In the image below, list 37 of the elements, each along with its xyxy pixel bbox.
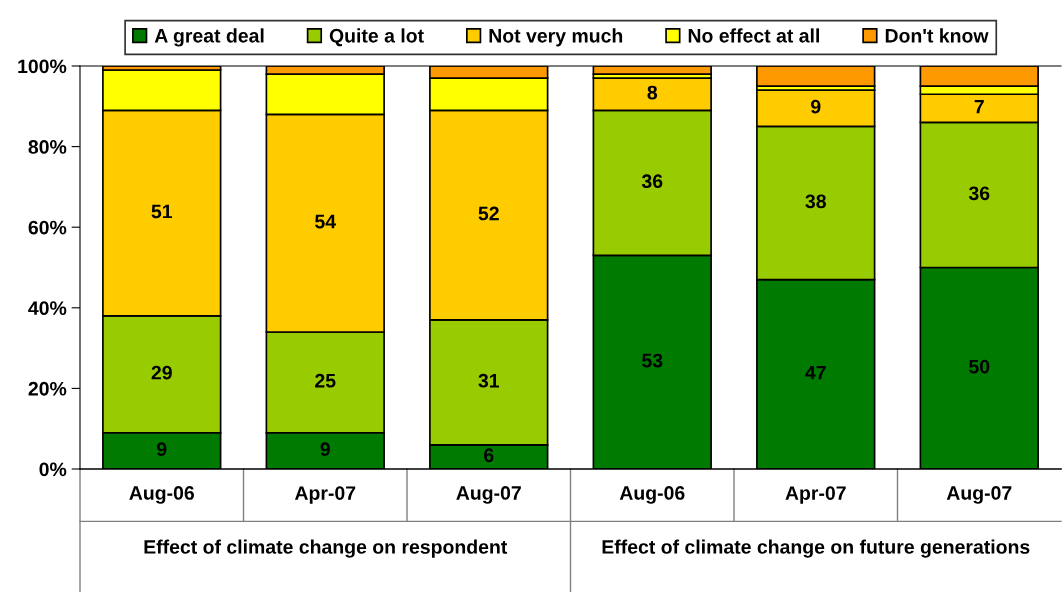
x-tick-label: Aug-06 xyxy=(619,486,685,504)
legend-label: Not very much xyxy=(489,28,623,47)
text: Effect of climate change on future generations xyxy=(602,539,1030,558)
y-tick-label: 100% xyxy=(18,59,67,74)
data-label: 51 xyxy=(151,204,173,219)
y-tick-label: 40% xyxy=(28,301,67,316)
legend-label: No effect at all xyxy=(688,28,819,43)
data-label: 54 xyxy=(315,214,336,229)
data-label: 50 xyxy=(969,359,990,374)
legend-label: Don't know xyxy=(885,28,989,43)
data-label: 25 xyxy=(315,373,336,388)
y-tick-label: 80% xyxy=(28,140,67,154)
legend-label: Quite a lot xyxy=(329,28,424,47)
y-tick-label: 0% xyxy=(39,462,67,477)
x-tick-label: Aug-07 xyxy=(946,486,1012,504)
data-label: 29 xyxy=(151,365,172,380)
x-tick-label: Apr-07 xyxy=(294,486,356,504)
data-label: 6 xyxy=(484,448,494,463)
y-tick-label: 60% xyxy=(28,220,67,235)
x-tick-label: Apr-07 xyxy=(785,486,846,504)
data-label: 47 xyxy=(805,365,826,380)
legend-label: A great deal xyxy=(154,28,264,47)
text: Effect of climate change on respondent xyxy=(144,539,508,558)
data-label: 9 xyxy=(811,99,821,114)
data-label: 9 xyxy=(320,442,330,457)
x-tick-label: Aug-06 xyxy=(129,486,194,504)
data-label: 53 xyxy=(642,353,663,368)
data-label: 52 xyxy=(478,206,499,221)
data-label: 8 xyxy=(647,85,658,100)
y-tick-label: 20% xyxy=(28,381,67,396)
data-label: 9 xyxy=(157,442,167,457)
data-label: 31 xyxy=(478,373,500,388)
data-label: 36 xyxy=(641,174,663,189)
data-label: 36 xyxy=(968,186,990,201)
data-label: 7 xyxy=(974,99,984,114)
data-label: 38 xyxy=(805,194,826,209)
x-tick-label: Aug-07 xyxy=(456,486,521,504)
